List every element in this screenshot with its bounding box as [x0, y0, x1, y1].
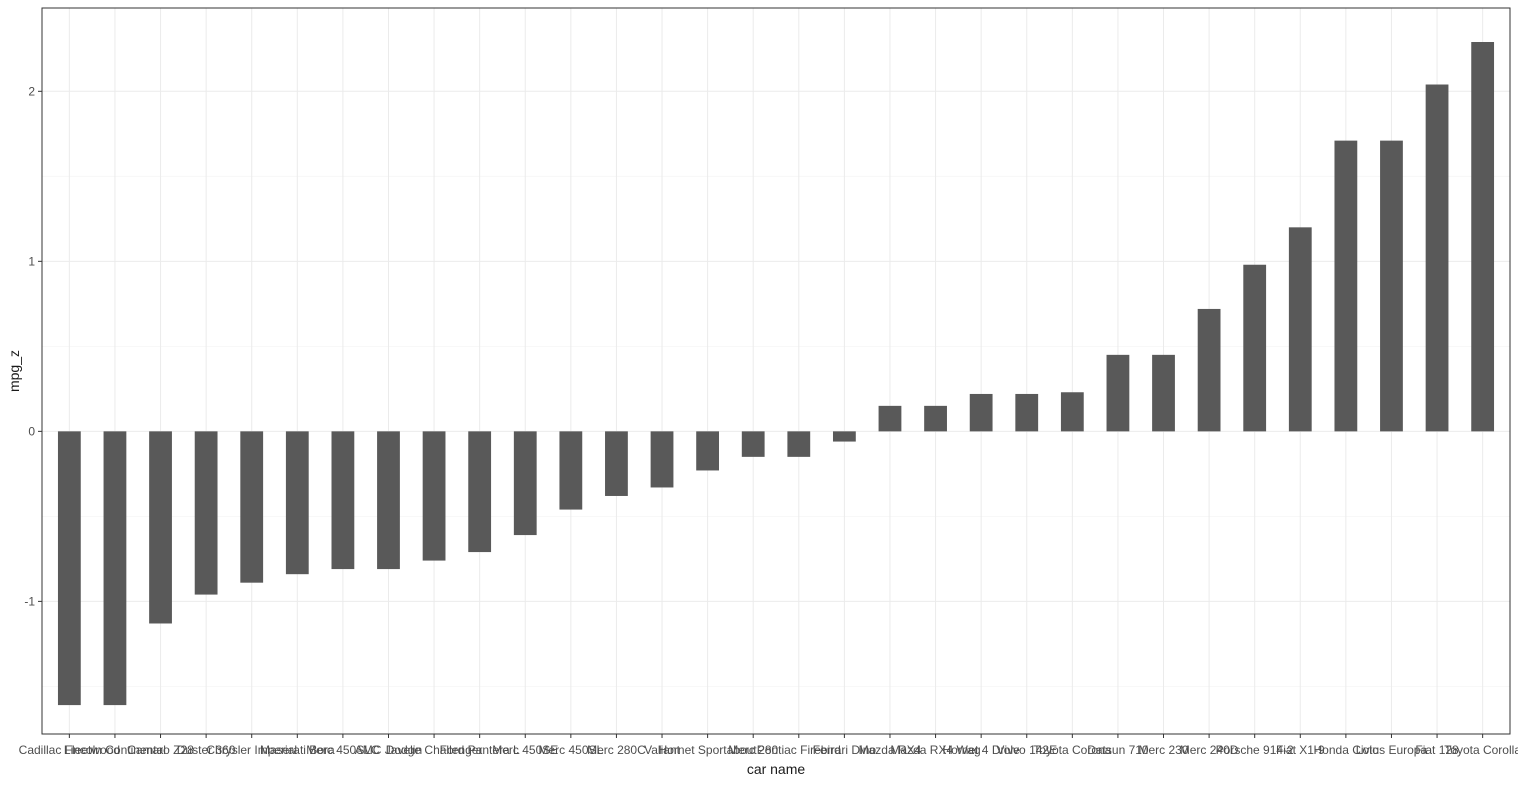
x-tick-label: Merc 450SE [492, 743, 558, 757]
x-tick-label: Maserati Bora [260, 743, 335, 757]
bar [924, 405, 947, 432]
x-tick-label: Pontiac Firebird [757, 743, 841, 757]
bar [559, 431, 583, 510]
x-tick-label: Datsun 710 [1087, 743, 1149, 757]
bar [1380, 140, 1403, 432]
bar [1243, 264, 1267, 432]
x-axis-title: car name [747, 761, 806, 777]
y-tick-label: -1 [24, 594, 35, 608]
x-tick-label: Cadillac Fleetwood [19, 743, 120, 757]
bar [1334, 140, 1358, 432]
bar [605, 431, 628, 496]
bar [149, 431, 172, 624]
bar [422, 431, 446, 561]
x-tick-label: Camaro Z28 [127, 743, 194, 757]
bar [377, 431, 400, 570]
bar [194, 431, 218, 595]
bar [468, 431, 492, 553]
bar [878, 405, 902, 432]
bar [832, 431, 856, 442]
bar [285, 431, 309, 575]
bar [103, 431, 127, 706]
x-tick-label: Fiat X1-9 [1276, 743, 1325, 757]
x-tick-label: Hornet 4 Drive [942, 743, 1020, 757]
x-tick-label: Merc 280C [587, 743, 646, 757]
bar [1288, 227, 1312, 432]
x-tick-label: Porsche 914-2 [1216, 743, 1294, 757]
bar-series [57, 42, 1495, 706]
bar [1425, 84, 1449, 432]
bar [240, 431, 264, 583]
x-tick-label: Merc 280 [728, 743, 778, 757]
x-tick-label: AMC Javelin [355, 743, 422, 757]
x-tick-label: Chrysler Imperial [206, 743, 297, 757]
x-tick-label: Fiat 128 [1415, 743, 1459, 757]
x-tick-label: Toyota Corolla [1444, 743, 1518, 757]
bar [969, 393, 993, 432]
y-tick-label: 0 [28, 424, 35, 438]
bar [787, 431, 811, 457]
bar [513, 431, 537, 536]
x-tick-label: Ferrari Dino [813, 743, 877, 757]
x-tick-label: Duster 360 [177, 743, 236, 757]
y-tick-label: 1 [28, 254, 35, 268]
bar [57, 431, 81, 706]
x-tick-label: Lotus Europa [1356, 743, 1428, 757]
bar [741, 431, 765, 457]
x-tick-label: Merc 240D [1180, 743, 1239, 757]
x-tick-label: Lincoln Continental [64, 743, 166, 757]
y-axis: -1 0 1 2 [24, 84, 42, 608]
x-tick-label: Merc 450SLC [306, 743, 380, 757]
bar [1197, 308, 1221, 432]
bar [696, 431, 720, 471]
x-tick-label: Dodge Challenger [386, 743, 483, 757]
x-tick-label: Merc 450SL [538, 743, 603, 757]
x-tick-label: Mazda RX4 Wag [890, 743, 980, 757]
bar [650, 431, 674, 488]
bar [1060, 392, 1084, 432]
x-tick-label: Valiant [644, 743, 680, 757]
x-tick-label: Mazda RX4 [859, 743, 922, 757]
bar [331, 431, 355, 570]
y-axis-title: mpg_z [6, 350, 22, 392]
bar [1015, 393, 1039, 432]
x-tick-label: Merc 230 [1138, 743, 1188, 757]
x-tick-label: Toyota Corona [1033, 743, 1111, 757]
y-tick-label: 2 [28, 84, 35, 98]
x-tick-label: Volvo 142E [996, 743, 1057, 757]
x-tick-label: Hornet Sportabout [659, 743, 758, 757]
bar [1106, 354, 1130, 432]
bar [1152, 354, 1175, 432]
x-tick-label: Honda Civic [1314, 743, 1379, 757]
bar [1471, 42, 1495, 432]
x-tick-label: Ford Pantera L [440, 743, 520, 757]
panel-border [41, 7, 1511, 735]
